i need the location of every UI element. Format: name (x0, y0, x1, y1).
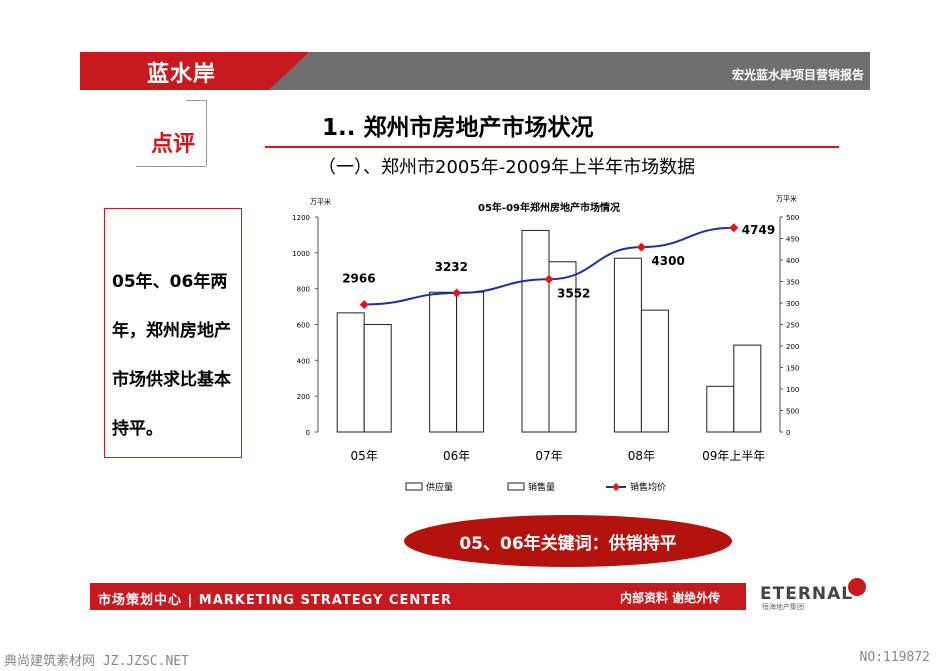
footer-left-text: 市场策划中心 | MARKETING STRATEGY CENTER (98, 593, 452, 608)
x-tick-label: 08年 (628, 449, 655, 463)
stamp-label: 点评 (151, 132, 196, 157)
left-tick-label: 200 (297, 393, 310, 401)
bar-supply (613, 257, 642, 433)
bar-supply (521, 229, 550, 433)
brand-title: 蓝水岸 (147, 62, 217, 87)
legend-sales-label: 销售量 (528, 481, 555, 493)
right-tick-label: 4500 (786, 236, 800, 244)
footer-right-text: 内部资料 谢绝外传 (620, 591, 721, 605)
bar-sales (733, 344, 762, 433)
avg-price-marker (359, 299, 369, 309)
right-axis-unit: 万平米 (776, 194, 797, 203)
comment-box (104, 208, 242, 458)
right-tick-label: 2500 (786, 322, 800, 330)
right-tick-label: 0 (786, 429, 790, 437)
bar-supply (336, 312, 365, 433)
header-red-bar (80, 52, 310, 90)
stamp-frame-top (186, 100, 206, 101)
avg-price-marker (729, 223, 739, 233)
left-tick-label: 1200 (292, 214, 310, 222)
bar-sales (363, 324, 392, 433)
avg-price-marker (636, 242, 646, 252)
avg-price-data-label: 4300 (651, 254, 684, 268)
left-tick-label: 0 (306, 429, 310, 437)
bar-supply (429, 291, 458, 433)
right-tick-label: 500 (786, 408, 799, 416)
avg-price-marker (544, 274, 554, 284)
avg-price-data-label: 3232 (435, 260, 468, 274)
stamp-frame-bottom (136, 166, 206, 167)
legend-supply-swatch (405, 482, 423, 491)
x-tick-label: 05年 (351, 449, 378, 463)
chart-title: 05年-09年郑州房地产市场情况 (478, 201, 620, 214)
left-tick-label: 800 (297, 286, 310, 294)
right-tick-label: 4000 (786, 257, 800, 265)
page-title: 1.. 郑州市房地产市场状况 (322, 115, 594, 141)
bar-sales (456, 291, 485, 433)
avg-price-data-label: 3552 (557, 286, 590, 300)
right-tick-label: 1000 (786, 386, 800, 394)
bar-supply (706, 385, 735, 433)
footer-bar (90, 583, 746, 610)
watermark-left: 典尚建筑素材网 JZ.JZSC.NET (4, 654, 189, 669)
avg-price-data-label: 4749 (742, 223, 775, 237)
legend-sales-swatch (507, 482, 525, 491)
right-tick-label: 1500 (786, 365, 800, 373)
keyword-text: 05、06年关键词：供销持平 (459, 534, 677, 554)
left-tick-label: 1000 (292, 250, 310, 258)
report-title: 宏光蓝水岸项目营销报告 (731, 68, 864, 82)
avg-price-data-label: 2966 (342, 271, 375, 285)
x-tick-label: 09年上半年 (702, 449, 765, 463)
avg-price-marker (452, 288, 462, 298)
bar-sales (548, 261, 577, 433)
x-tick-label: 06年 (443, 449, 470, 463)
section-subtitle: （一）、郑州市2005年-2009年上半年市场数据 (318, 157, 696, 178)
header-gray-bar (268, 52, 870, 90)
market-chart: 05年-09年郑州房地产市场情况 万平米 万平米 0 200 400 600 800 1000 1… (292, 194, 800, 493)
right-tick-label: 3500 (786, 279, 800, 287)
watermark-right: NO:119872 (859, 650, 930, 665)
legend-supply-label: 供应量 (426, 481, 453, 493)
title-divider (265, 146, 839, 148)
company-logo: ETERNAL (760, 584, 854, 604)
left-tick-label: 400 (297, 357, 310, 365)
company-logo-sub: 恒海地产集团 (762, 603, 804, 611)
legend-price-label: 销售均价 (630, 481, 666, 493)
left-tick-label: 600 (297, 322, 310, 330)
x-tick-label: 07年 (535, 449, 562, 463)
stamp-frame-right (206, 100, 207, 166)
keyword-oval (404, 515, 732, 567)
left-axis-unit: 万平米 (310, 197, 331, 206)
right-tick-label: 3000 (786, 300, 800, 308)
logo-mark-icon (848, 578, 866, 596)
bar-sales (640, 309, 669, 433)
comment-text: 05年、06年两年，郑州房地产市场供求比基本持平。 (112, 272, 231, 439)
legend-price-marker (612, 483, 620, 491)
